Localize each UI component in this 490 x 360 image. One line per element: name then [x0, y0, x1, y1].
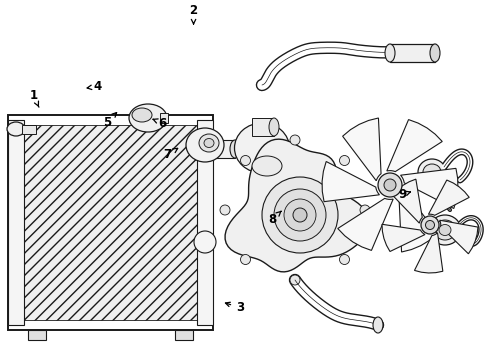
Circle shape: [340, 255, 349, 265]
Circle shape: [220, 205, 230, 215]
Polygon shape: [387, 120, 442, 172]
Ellipse shape: [235, 123, 290, 173]
Ellipse shape: [129, 104, 167, 132]
Ellipse shape: [194, 231, 216, 253]
Ellipse shape: [230, 140, 240, 158]
Circle shape: [421, 216, 439, 234]
Bar: [390, 44, 435, 62]
Ellipse shape: [132, 108, 152, 122]
Ellipse shape: [269, 118, 279, 136]
Bar: [8, 115, 213, 330]
Bar: [8, 120, 24, 325]
Text: 1: 1: [29, 89, 39, 107]
Text: 7: 7: [164, 148, 178, 161]
Circle shape: [241, 255, 250, 265]
Ellipse shape: [199, 134, 219, 152]
Ellipse shape: [252, 156, 282, 176]
Circle shape: [284, 199, 316, 231]
Circle shape: [340, 156, 349, 166]
Ellipse shape: [439, 225, 451, 235]
Circle shape: [241, 156, 250, 166]
Bar: [28, 330, 46, 340]
Ellipse shape: [373, 317, 383, 333]
Circle shape: [290, 275, 300, 285]
Polygon shape: [399, 189, 438, 252]
Circle shape: [378, 173, 402, 197]
Polygon shape: [400, 168, 458, 208]
Polygon shape: [322, 162, 379, 202]
Text: 2: 2: [190, 4, 197, 24]
Ellipse shape: [186, 128, 224, 162]
Text: 6: 6: [153, 117, 167, 130]
Ellipse shape: [423, 164, 441, 180]
Circle shape: [425, 220, 435, 230]
Polygon shape: [382, 224, 425, 252]
Polygon shape: [343, 118, 381, 181]
Bar: [22, 125, 199, 320]
Polygon shape: [392, 179, 422, 223]
Text: 5: 5: [103, 113, 117, 129]
Ellipse shape: [429, 215, 461, 245]
Circle shape: [274, 189, 326, 241]
Bar: [197, 120, 213, 325]
Ellipse shape: [7, 122, 25, 136]
Bar: [213, 140, 235, 158]
Bar: [22, 125, 36, 134]
Ellipse shape: [430, 44, 440, 62]
Circle shape: [262, 177, 338, 253]
Circle shape: [293, 208, 307, 222]
Ellipse shape: [385, 44, 395, 62]
Bar: [175, 330, 193, 340]
Circle shape: [384, 179, 396, 191]
Text: 4: 4: [87, 80, 102, 93]
Text: 3: 3: [225, 301, 244, 314]
Circle shape: [360, 205, 370, 215]
Ellipse shape: [418, 159, 446, 185]
Bar: [160, 113, 168, 123]
Ellipse shape: [434, 220, 456, 240]
Bar: [252, 118, 274, 136]
Polygon shape: [225, 139, 369, 272]
Ellipse shape: [204, 139, 214, 148]
Polygon shape: [440, 220, 478, 254]
Polygon shape: [338, 198, 393, 251]
Text: 8: 8: [268, 211, 281, 226]
Polygon shape: [415, 233, 443, 273]
Text: 9: 9: [399, 188, 410, 201]
Circle shape: [290, 135, 300, 145]
Polygon shape: [428, 180, 469, 215]
